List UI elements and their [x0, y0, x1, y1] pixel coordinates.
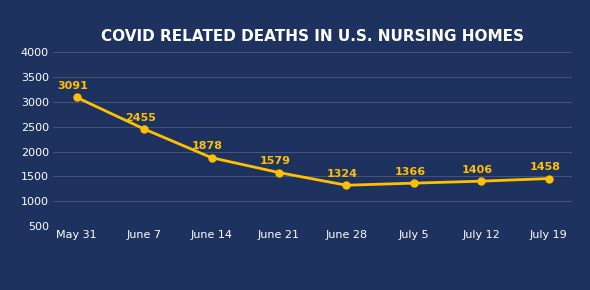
Text: 1406: 1406: [462, 165, 493, 175]
Text: 1458: 1458: [529, 162, 560, 172]
Text: 1366: 1366: [394, 167, 425, 177]
Title: COVID RELATED DEATHS IN U.S. NURSING HOMES: COVID RELATED DEATHS IN U.S. NURSING HOM…: [101, 29, 524, 44]
Text: 3091: 3091: [57, 81, 88, 91]
Text: 1579: 1579: [260, 156, 290, 166]
Text: 1324: 1324: [327, 169, 358, 179]
Text: 1878: 1878: [192, 141, 223, 151]
Text: 2455: 2455: [124, 113, 156, 123]
